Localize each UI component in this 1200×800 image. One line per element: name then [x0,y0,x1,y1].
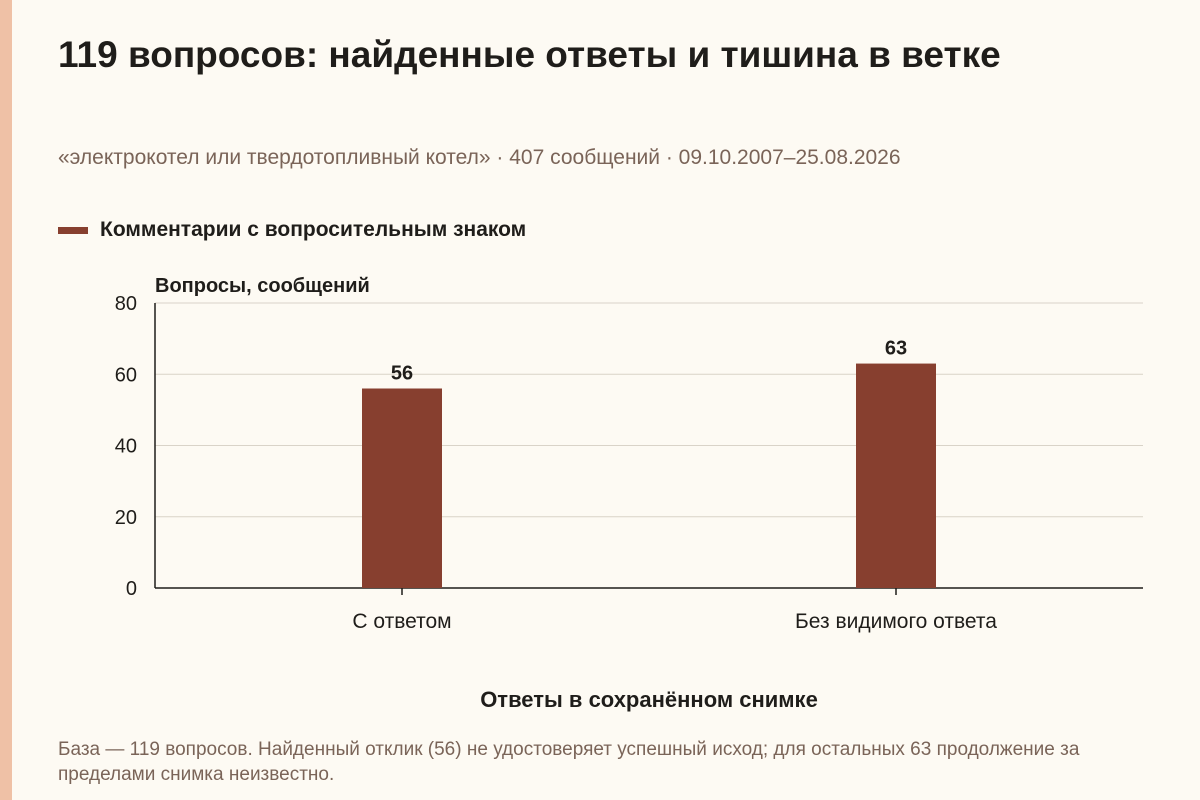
data-label: 63 [885,338,907,360]
y-tick-label: 60 [115,364,137,386]
data-label: 56 [391,363,413,385]
chart-title: 119 вопросов: найденные ответы и тишина … [58,34,1001,75]
chart-subtitle: «электрокотел или твердотопливный котел»… [58,146,901,169]
accent-strip [0,0,12,800]
x-tick-label: С ответом [352,610,451,633]
legend-label: Комментарии с вопросительным знаком [100,218,527,241]
y-tick-label: 80 [115,293,137,315]
y-tick-label: 0 [126,578,137,600]
legend-swatch [58,226,88,234]
footnote: База — 119 вопросов. Найденный отклик (5… [58,739,1080,785]
chart-legend: Комментарии с вопросительным знаком [58,218,526,242]
y-axis-label: Вопросы, сообщений [155,275,370,297]
x-tick-label: Без видимого ответа [795,610,997,633]
y-tick-label: 20 [115,507,137,529]
bar [856,363,936,588]
x-axis-label: Ответы в сохранённом снимке [480,687,818,712]
y-tick-label: 40 [115,436,137,458]
bar [362,388,442,588]
